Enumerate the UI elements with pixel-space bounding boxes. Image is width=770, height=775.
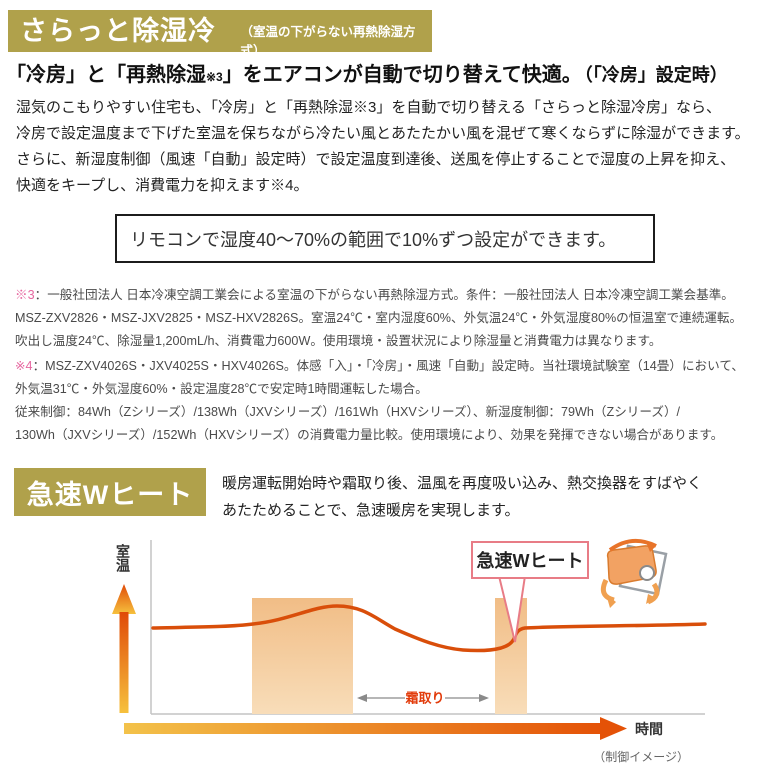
section2-desc-line: 暖房運転開始時や霜取り後、温風を再度吸い込み、熱交換器をすばやく <box>222 475 703 492</box>
section1-subtitle: （室温の下がらない再熱除湿方式） <box>240 25 416 58</box>
section2-banner: 急速Wヒート <box>14 468 206 516</box>
w-heat-callout-box <box>471 541 589 579</box>
heating-band-1 <box>252 598 353 714</box>
headline-pre: 「冷房」と「再熱除湿 <box>6 64 206 86</box>
footnote-4-marker: ※4 <box>15 359 33 373</box>
footnote-3: ※3：一般社団法人 日本冷凍空調工業会による室温の下がらない再熱除湿方式。条件：… <box>15 284 770 353</box>
humidity-range-callout: リモコンで湿度40〜70%の範囲で10%ずつ設定ができます。 <box>115 214 655 263</box>
chart-axes <box>150 540 705 715</box>
x-axis-label: 時間 <box>635 721 663 737</box>
footnote-3-line: 吹出し温度24℃、除湿量1,200mL/h、消費電力600W。使用環境・設置状況… <box>15 334 662 348</box>
body-line: 冷房で設定温度まで下げた室温を保ちながら冷たい風とあたたかい風を混ぜて寒くならず… <box>16 125 750 142</box>
footnote-3-line: MSZ-ZXV2826・MSZ-JXV2825・MSZ-HXV2826S。室温2… <box>15 311 743 325</box>
w-heat-callout-label: 急速Wヒート <box>477 550 584 571</box>
chart-note: （制御イメージ） <box>593 749 689 764</box>
temperature-curve <box>151 604 707 653</box>
body-line: 快適をキープし、消費電力を抑えます※4。 <box>16 177 309 194</box>
footnote-4-line: 従来制御：84Wh（Zシリーズ）/138Wh（JXVシリーズ）/161Wh（HX… <box>15 405 681 419</box>
time-arrow <box>124 717 627 740</box>
footnote-4-line: 130Wh（JXVシリーズ）/152Wh（HXVシリーズ）の消費電力量比較。使用… <box>15 428 724 442</box>
headline: 「冷房」と「再熱除湿※3」をエアコンが自動で切り替えて快適。 （「冷房」設定時） <box>6 58 768 87</box>
footnote-4-line: 外気温31℃・外気湿度60%・設定温度28℃で安定時1時間運転した場合。 <box>15 382 428 396</box>
temperature-up-arrow-icon <box>112 584 136 713</box>
defrost-label: 霜取り <box>404 691 444 706</box>
body-line: さらに、新湿度制御（風速「自動」設定時）で設定温度到達後、送風を停止することで湿… <box>16 151 736 168</box>
section2-desc-line: あたためることで、急速暖房を実現します。 <box>222 502 520 519</box>
humidity-range-text: リモコンで湿度40〜70%の範囲で10%ずつ設定ができます。 <box>130 229 617 250</box>
headline-post: 」をエアコンが自動で切り替えて快適。 <box>222 64 582 86</box>
defrost-range-arrow <box>357 694 489 702</box>
footnote-4-line: ：MSZ-ZXV4026S・JXV4025S・HXV4026S。体感「入」・「冷… <box>32 359 744 373</box>
footnote-4: ※4：MSZ-ZXV4026S・JXV4025S・HXV4026S。体感「入」・… <box>15 355 770 447</box>
footnote-3-marker: ※3 <box>15 288 35 302</box>
y-axis-label: 室温 <box>115 543 131 572</box>
footnote-3-line: ：一般社団法人 日本冷凍空調工業会による室温の下がらない再熱除湿方式。条件：一般… <box>34 288 734 302</box>
headline-ref-3: ※3 <box>206 70 223 84</box>
body-line: 湿気のこもりやすい住宅も、「冷房」と「再熱除湿※3」を自動で切り替える「さらっと… <box>16 99 721 116</box>
section2-title: 急速Wヒート <box>26 479 194 510</box>
section1-banner: さらっと除湿冷房 （室温の下がらない再熱除湿方式） <box>8 10 432 88</box>
section1-title: さらっと除湿冷房 <box>20 16 216 88</box>
callout-tail <box>498 575 526 643</box>
section2-description: 暖房運転開始時や霜取り後、温風を再度吸い込み、熱交換器をすばやく あたためること… <box>222 470 768 524</box>
body-paragraph: 湿気のこもりやすい住宅も、「冷房」と「再熱除湿※3」を自動で切り替える「さらっと… <box>16 95 768 199</box>
temperature-chart: 室温 霜取り 急速Wヒート 時間 <box>85 530 770 770</box>
ac-unit-icon <box>600 538 668 608</box>
headline-paren: （「冷房」設定時） <box>583 65 728 85</box>
